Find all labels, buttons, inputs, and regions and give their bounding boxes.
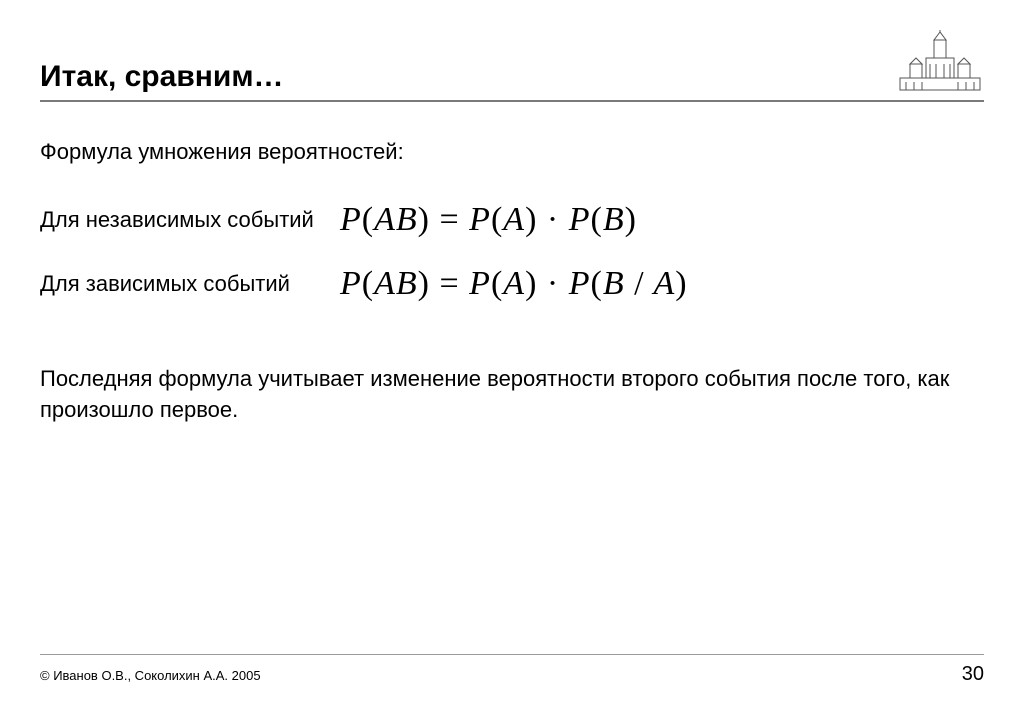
formula-dependent: P(AB) = P(A) · P(B / A) (340, 265, 688, 303)
university-building-icon (896, 30, 984, 94)
explanation-text: Последняя формула учитывает изменение ве… (40, 363, 984, 427)
formula-label-dependent: Для зависимых событий (40, 271, 340, 297)
slide-title: Итак, сравним… (40, 60, 284, 94)
formula-independent: P(AB) = P(A) · P(B) (340, 201, 637, 239)
intro-text: Формула умножения вероятностей: (40, 138, 984, 167)
header-rule (40, 100, 984, 102)
footer-rule (40, 654, 984, 655)
formula-row-independent: Для независимых событий P(AB) = P(A) · P… (40, 201, 984, 239)
page-number: 30 (962, 663, 984, 686)
formula-row-dependent: Для зависимых событий P(AB) = P(A) · P(B… (40, 265, 984, 303)
copyright-text: © Иванов О.В., Соколихин А.А. 2005 (40, 668, 261, 683)
formula-label-independent: Для независимых событий (40, 207, 340, 233)
